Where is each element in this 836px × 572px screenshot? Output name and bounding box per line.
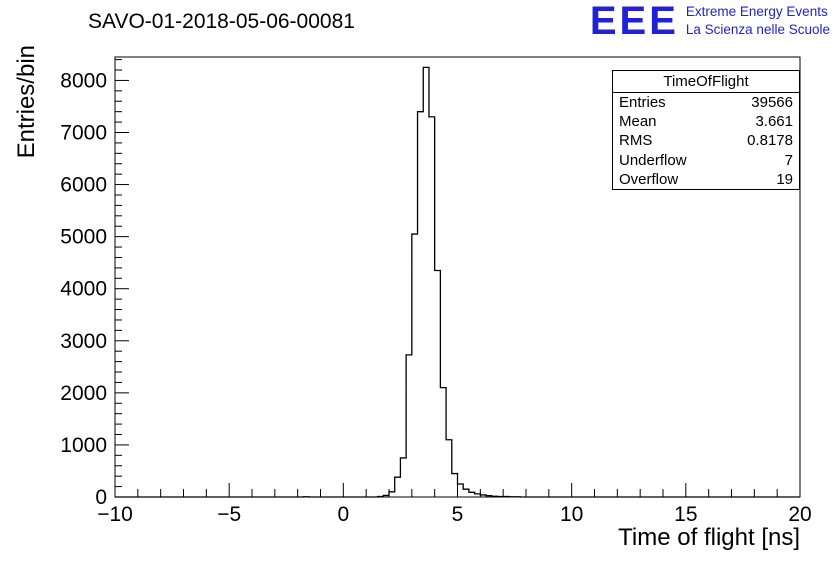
y-tick-label: 7000: [60, 122, 107, 145]
stats-label: Mean: [619, 113, 657, 131]
stats-box: TimeOfFlight Entries 39566 Mean 3.661 RM…: [612, 70, 800, 191]
x-axis-title: Time of flight [ns]: [618, 524, 800, 551]
y-tick-label: 6000: [60, 174, 107, 197]
x-tick-label: −10: [97, 503, 133, 526]
x-tick-label: 20: [788, 503, 811, 526]
stats-label: RMS: [619, 132, 653, 150]
eee-logo-line2: La Scienza nelle Scuole: [685, 22, 830, 37]
stats-value: 0.8178: [747, 132, 793, 150]
stats-title: TimeOfFlight: [613, 71, 799, 93]
y-tick-label: 4000: [60, 278, 107, 301]
stats-label: Entries: [619, 94, 666, 111]
histogram-step-line: [115, 66, 800, 498]
stats-label: Underflow: [619, 151, 687, 169]
x-tick-label: 5: [452, 503, 464, 526]
y-tick-label: 0: [95, 486, 107, 509]
stats-row: Underflow 7: [613, 151, 799, 170]
stats-label: Overflow: [619, 170, 679, 188]
stats-row: Entries 39566: [613, 93, 799, 112]
y-tick-label: 5000: [60, 226, 107, 249]
y-tick-label: 1000: [60, 434, 107, 457]
stats-row: Overflow 19: [613, 170, 799, 189]
eee-logo: EEE Extreme Energy Events La Scienza nel…: [589, 0, 830, 43]
stats-value: 7: [784, 151, 793, 169]
y-tick-label: 2000: [60, 382, 107, 405]
eee-logo-text: Extreme Energy Events La Scienza nelle S…: [686, 3, 830, 38]
page-title: SAVO-01-2018-05-06-00081: [88, 10, 355, 33]
x-tick-label: 0: [337, 503, 349, 526]
eee-logo-mark: EEE: [589, 0, 679, 43]
y-tick-label: 3000: [60, 330, 107, 353]
x-tick-label: 15: [674, 503, 697, 526]
stats-row: RMS 0.8178: [613, 131, 799, 150]
stats-row: Mean 3.661: [613, 112, 799, 131]
stats-value: 19: [776, 170, 793, 188]
y-axis-title: Entries/bin: [13, 45, 40, 158]
stats-value: 39566: [751, 94, 793, 111]
eee-logo-line1: Extreme Energy Events: [685, 4, 828, 20]
x-tick-label: 10: [560, 503, 583, 526]
x-tick-label: −5: [217, 503, 241, 526]
y-tick-label: 8000: [60, 69, 107, 92]
stats-value: 3.661: [755, 113, 793, 131]
